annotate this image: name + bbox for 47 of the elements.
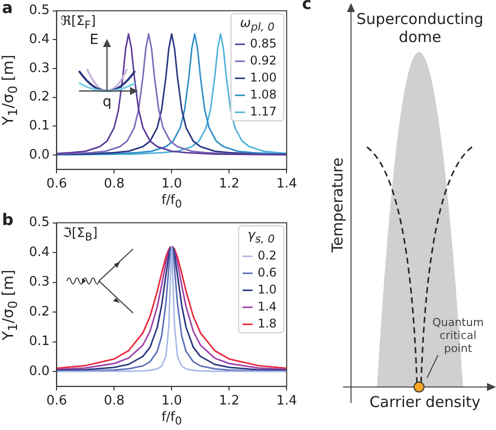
x-tick-label: 0.8 <box>104 394 125 409</box>
x-tick-label: 0.6 <box>46 176 68 192</box>
y-tick-label: 0.4 <box>28 244 50 260</box>
chart-title: b <box>2 210 14 229</box>
y-tick-label: 0.5 <box>28 215 50 230</box>
legend-label: 1.08 <box>250 87 277 102</box>
text: Quantum critical point <box>431 316 485 356</box>
x-tick-label: 1.4 <box>276 176 298 192</box>
legend-label: 1.0 <box>258 282 277 296</box>
y-tick-label: 0.3 <box>28 274 50 290</box>
legend-title: γ$_{s, 0}$ <box>246 228 276 246</box>
y-tick-label: 0.3 <box>28 60 50 76</box>
legend-title: ω$_{pl, 0}$ <box>239 16 276 34</box>
x-tick-label: 1.0 <box>161 176 182 192</box>
x-tick-label: 1.0 <box>161 394 182 409</box>
x-tick-label: 1.2 <box>218 176 240 192</box>
y-tick-label: 0.0 <box>28 364 50 379</box>
chart-title: a <box>2 0 13 17</box>
legend-label: 0.85 <box>250 36 277 50</box>
annotation: E <box>90 32 99 48</box>
legend-label: 1.4 <box>258 299 277 314</box>
x-tick-label: 1.2 <box>218 394 240 409</box>
text: c <box>302 0 312 13</box>
y-tick-label: 0.4 <box>28 32 50 48</box>
annotation: q <box>102 94 112 110</box>
x-tick-label: 1.4 <box>276 394 298 409</box>
y-tick-label: 0.1 <box>28 118 50 134</box>
legend-label: 0.92 <box>250 53 277 68</box>
legend-label: 1.00 <box>250 70 277 84</box>
y-tick-label: 0.1 <box>28 334 50 350</box>
text: Superconducting dome <box>356 10 484 46</box>
y-tick-label: 0.2 <box>28 304 50 320</box>
text: Carrier density <box>369 393 481 411</box>
text: Temperature <box>328 157 346 253</box>
legend-label: 0.6 <box>258 265 277 280</box>
y-tick-label: 0.2 <box>28 90 50 105</box>
legend-label: 0.2 <box>258 248 277 262</box>
x-tick-label: 0.6 <box>46 394 68 409</box>
x-axis-title: f/f$_{0}$ <box>161 410 182 428</box>
legend-label: 1.17 <box>250 104 277 118</box>
legend-label: 1.8 <box>258 316 277 330</box>
x-tick-label: 0.8 <box>104 176 125 192</box>
x-axis-title: f/f$_{0}$ <box>161 193 182 211</box>
annotation: ℑ[Σ$_{B}$] <box>62 226 98 244</box>
y-tick-label: 0.5 <box>28 3 50 18</box>
y-tick-label: 0.0 <box>28 147 50 162</box>
annotation: ℜ[Σ$_{F}$] <box>60 14 96 32</box>
